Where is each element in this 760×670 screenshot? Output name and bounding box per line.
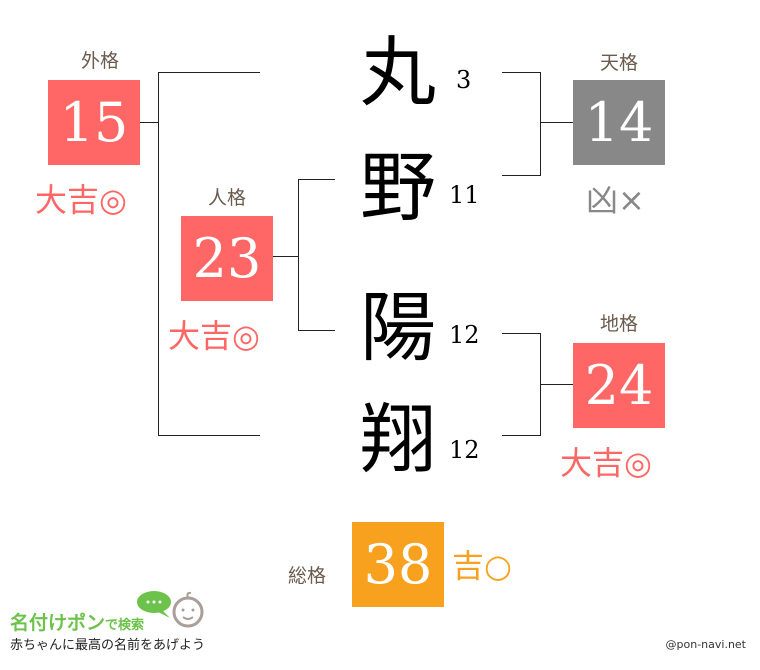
tenkaku-fortune: 凶× (586, 181, 645, 219)
bracket-line (540, 384, 573, 385)
chikaku-label: 地格 (599, 313, 638, 335)
bracket-line (158, 72, 159, 436)
jinkaku-value: 23 (181, 216, 273, 301)
name-char: 丸 (360, 28, 436, 117)
stroke-count: 12 (449, 436, 480, 464)
name-char: 翔 (360, 395, 436, 484)
tenkaku-value: 14 (573, 80, 665, 165)
stroke-count: 11 (449, 181, 480, 209)
gaikaku-label: 外格 (80, 50, 119, 72)
logo-suffix: で検索 (105, 618, 145, 633)
bracket-line (298, 179, 299, 331)
bracket-line (158, 72, 260, 73)
bracket-line (158, 435, 260, 436)
bracket-line (540, 72, 541, 176)
jinkaku-fortune: 大吉◎ (168, 317, 260, 355)
site-credit: @pon-navi.net (665, 638, 746, 651)
bracket-line (540, 122, 573, 123)
stroke-count: 12 (449, 321, 480, 349)
bracket-line (502, 72, 540, 73)
bracket-line (298, 330, 335, 331)
bracket-line (502, 175, 540, 176)
bracket-line (273, 256, 298, 257)
bracket-line (502, 333, 540, 334)
name-char: 陽 (360, 283, 436, 372)
logo-title-text: 名付けポン (10, 612, 106, 634)
gaikaku-fortune: 大吉◎ (35, 181, 127, 219)
chikaku-value: 24 (573, 343, 665, 428)
stroke-count: 3 (456, 66, 472, 94)
name-char: 野 (360, 143, 436, 232)
soukaku-value: 38 (352, 522, 444, 607)
tenkaku-label: 天格 (599, 52, 638, 74)
chikaku-fortune: 大吉◎ (560, 444, 652, 482)
jinkaku-label: 人格 (207, 187, 246, 209)
baby-chat-icon (137, 591, 204, 628)
bracket-line (298, 179, 335, 180)
logo-tagline: 赤ちゃんに最高の名前をあげよう (10, 638, 206, 653)
soukaku-fortune: 吉○ (452, 547, 512, 585)
gaikaku-value: 15 (48, 80, 140, 165)
soukaku-label: 総格 (288, 565, 327, 587)
bracket-line (502, 435, 540, 436)
logo-title: 名付けポンで検索 (10, 608, 144, 635)
bracket-line (140, 122, 158, 123)
